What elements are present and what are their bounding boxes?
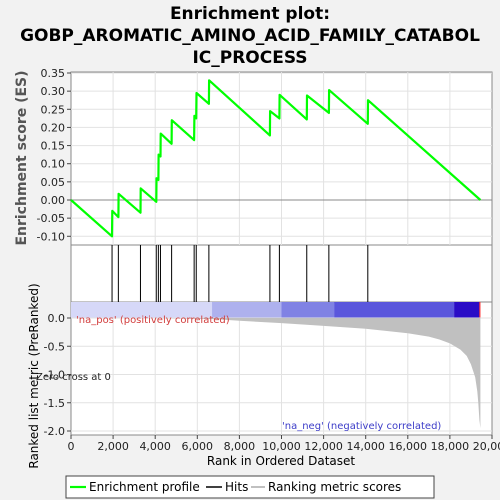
hits-marks — [111, 245, 369, 302]
x-ticks: 0 2,000 4,000 6,000 8,000 10,000 12,000 14,000 1… — [68, 435, 500, 453]
legend-enrichment-label: Enrichment profile — [89, 480, 200, 494]
colorbar-segment — [334, 302, 455, 318]
x-tick-label: 0 — [68, 440, 75, 453]
x-tick-label: 16,000 — [389, 440, 428, 453]
x-tick-label: 10,000 — [262, 440, 301, 453]
es-tick-label: -0.10 — [37, 230, 65, 243]
es-tick-label: -0.05 — [37, 212, 65, 225]
es-tick-label: 0.25 — [41, 103, 66, 116]
rank-colorbar — [71, 302, 481, 318]
legend: Enrichment profile Hits Ranking metric s… — [65, 475, 435, 499]
colorbar-segment — [212, 302, 282, 318]
es-tick-label: 0.00 — [41, 194, 66, 207]
colorbar-segment — [71, 302, 213, 318]
pos-annotation: 'na_pos' (positively correlated) — [76, 315, 230, 326]
x-tick-label: 14,000 — [346, 440, 385, 453]
es-tick-label: 0.20 — [41, 121, 66, 134]
x-tick-label: 12,000 — [304, 440, 343, 453]
es-tick-label: 0.35 — [41, 67, 66, 80]
metric-tick-label: -1.0 — [44, 369, 65, 382]
x-tick-label: 2,000 — [97, 440, 129, 453]
legend-hits-label: Hits — [225, 480, 248, 494]
title-line-3: IC_PROCESS — [192, 48, 307, 68]
metric-tick-label: -1.5 — [44, 397, 65, 410]
es-tick-label: 0.30 — [41, 85, 66, 98]
title-line-1: Enrichment plot: — [170, 4, 330, 24]
hits-panel — [70, 244, 493, 303]
metric-tick-label: -0.5 — [44, 340, 65, 353]
legend-metric-label: Ranking metric scores — [268, 480, 401, 494]
x-tick-label: 6,000 — [182, 440, 214, 453]
metric-tick-label: 0.0 — [48, 312, 66, 325]
metric-y-ticks: 0.0 -0.5 -1.0 -1.5 -2.0 — [44, 312, 71, 438]
colorbar-segment — [281, 302, 335, 318]
x-tick-label: 18,000 — [431, 440, 470, 453]
x-tick-label: 8,000 — [224, 440, 256, 453]
x-axis-label: Rank in Ordered Dataset — [207, 454, 355, 468]
metric-tick-label: -2.0 — [44, 425, 65, 438]
enrichment-profile-line — [70, 79, 482, 238]
colorbar-segment — [454, 302, 480, 318]
zero-cross-annotation: Zero cross at 0 — [36, 372, 111, 383]
title: Enrichment plot: GOBP_AROMATIC_AMINO_ACI… — [20, 4, 480, 68]
es-tick-label: 0.10 — [41, 158, 66, 171]
x-tick-label: 20,000 — [473, 440, 500, 453]
es-tick-label: 0.05 — [41, 176, 66, 189]
es-y-ticks: -0.10 -0.05 0.00 0.05 0.10 0.15 0.20 0.25 0.30 0.… — [37, 67, 71, 243]
title-line-2: GOBP_AROMATIC_AMINO_ACID_FAMILY_CATABOL — [20, 26, 480, 46]
x-tick-label: 4,000 — [139, 440, 171, 453]
es-y-axis-label: Enrichment score (ES) — [14, 70, 30, 245]
metric-y-axis-label: Ranked list metric (PreRanked) — [27, 283, 41, 468]
neg-annotation: 'na_neg' (negatively correlated) — [282, 421, 441, 432]
colorbar-segment — [479, 302, 481, 318]
es-tick-label: 0.15 — [41, 140, 66, 153]
ranking-metric-area — [71, 318, 481, 429]
legend-box — [65, 475, 435, 499]
